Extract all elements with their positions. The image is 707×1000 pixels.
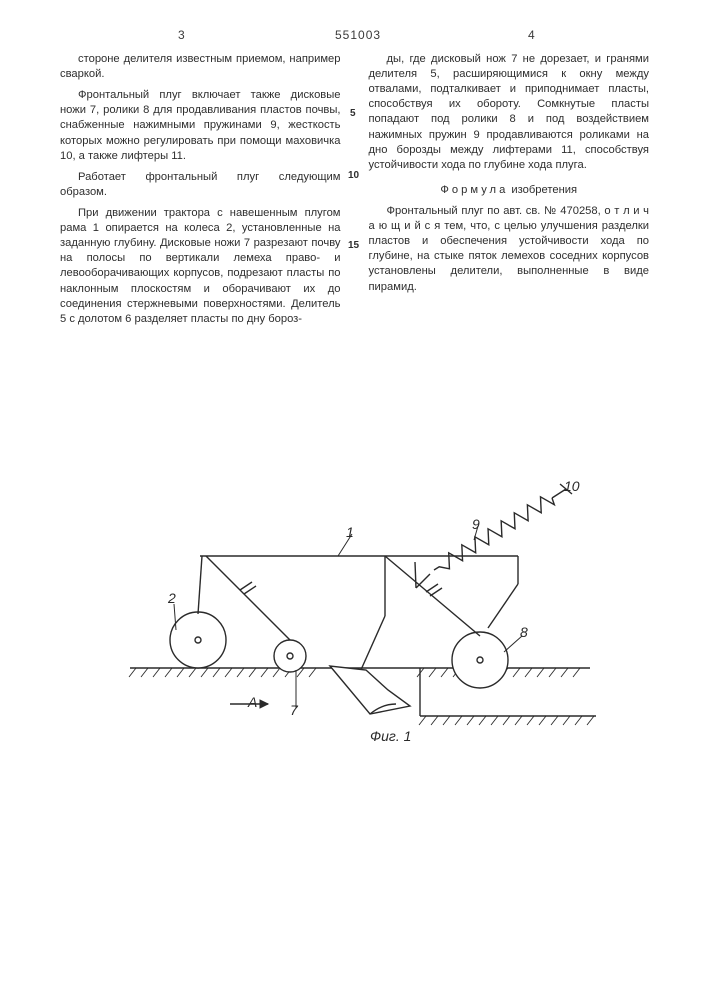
claims-title-rest: изобретения <box>508 184 577 196</box>
left-p2: Фронтальный плуг включает также дисковые… <box>60 88 341 164</box>
left-column-number: 3 <box>178 28 185 42</box>
document-number: 551003 <box>335 28 381 42</box>
claims-title-spaced: Формула <box>440 184 508 196</box>
left-p4: При движении трактора с навешенным плуго… <box>60 206 341 327</box>
ref-1: 1 <box>346 524 354 540</box>
ref-7: 7 <box>290 702 298 718</box>
claims-title: Формула изобретения <box>369 183 650 198</box>
right-p1: ды, где дисковый нож 7 не дорезает, и гр… <box>369 52 650 173</box>
figure-1: 1 2 7 8 9 10 A Фиг. 1 <box>120 460 600 760</box>
left-p3: Работает фронтальный плуг следующим обра… <box>60 170 341 200</box>
right-p2: Фронтальный плуг по авт. св. № 470258, о… <box>369 204 650 295</box>
figure-svg <box>120 460 600 760</box>
right-column-number: 4 <box>528 28 535 42</box>
left-column: стороне делителя известным приемом, напр… <box>60 52 341 333</box>
text-columns: стороне делителя известным приемом, напр… <box>60 52 649 333</box>
figure-caption: Фиг. 1 <box>370 728 411 744</box>
ref-2: 2 <box>168 590 176 606</box>
ref-10: 10 <box>564 478 580 494</box>
right-column: ды, где дисковый нож 7 не дорезает, и гр… <box>369 52 650 333</box>
left-p1: стороне делителя известным приемом, напр… <box>60 52 341 82</box>
ref-9: 9 <box>472 516 480 532</box>
arrow-a-label: A <box>248 694 257 710</box>
page: 3 551003 4 5 10 15 стороне делителя изве… <box>0 0 707 1000</box>
ref-8: 8 <box>520 624 528 640</box>
